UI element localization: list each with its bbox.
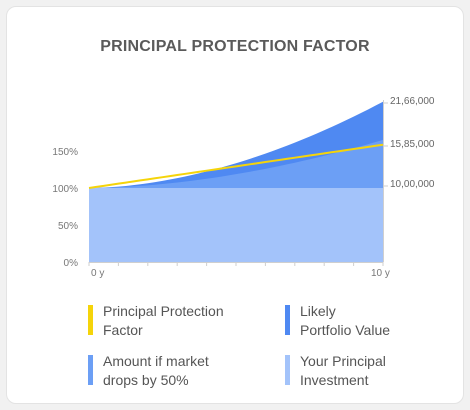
legend-item-market-drop[interactable]: Amount if market drops by 50% <box>88 352 233 390</box>
chart-labels: 0% 50% 100% 150% 0 y 10 y 21,66,000 15,85,000 10… <box>52 96 435 279</box>
right-value-label: 21,66,000 <box>390 96 435 107</box>
legend-swatch-principal <box>285 355 290 385</box>
legend-label-principal-1: Your Principal <box>300 353 386 369</box>
x-tick-label: 0 y <box>91 268 104 279</box>
legend-item-likely-portfolio[interactable]: Likely Portfolio Value <box>285 302 430 340</box>
y-tick-label: 0% <box>64 258 79 269</box>
principal-protection-line <box>88 143 384 189</box>
legend-label-principal-protection-2: Factor <box>103 322 143 338</box>
legend-label-likely-portfolio-1: Likely <box>300 303 336 319</box>
legend-label-likely-portfolio-2: Portfolio Value <box>300 322 391 338</box>
legend-item-principal-protection[interactable]: Principal Protection Factor <box>88 302 233 340</box>
legend-swatch-principal-protection <box>88 305 93 335</box>
chart-areas <box>88 101 384 262</box>
legend-item-principal[interactable]: Your Principal Investment <box>285 352 430 390</box>
y-tick-label: 150% <box>52 147 78 158</box>
legend-label-principal-protection-1: Principal Protection <box>103 303 224 319</box>
legend-swatch-likely-portfolio <box>285 305 290 335</box>
legend-label-principal-2: Investment <box>300 372 369 388</box>
chart-axes <box>88 100 388 266</box>
legend-label-market-drop-1: Amount if market <box>103 353 209 369</box>
principal-area <box>89 188 383 262</box>
y-tick-label: 50% <box>58 221 78 232</box>
right-value-label: 10,00,000 <box>390 179 435 190</box>
legend-swatch-market-drop <box>88 355 93 385</box>
legend-label-market-drop-2: drops by 50% <box>103 372 189 388</box>
x-tick-label: 10 y <box>371 268 390 279</box>
chart-title: PRINCIPAL PROTECTION FACTOR <box>100 38 370 55</box>
y-tick-label: 100% <box>52 184 78 195</box>
right-value-label: 15,85,000 <box>390 139 435 150</box>
